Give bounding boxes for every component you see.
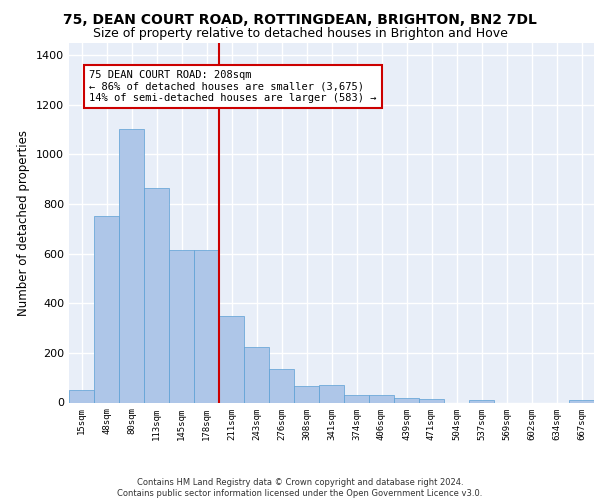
Bar	[94, 216, 119, 402]
Bar	[219, 316, 244, 402]
Bar	[269, 369, 294, 402]
Bar	[419, 399, 444, 402]
Text: Contains HM Land Registry data © Crown copyright and database right 2024.
Contai: Contains HM Land Registry data © Crown c…	[118, 478, 482, 498]
Bar	[69, 390, 94, 402]
Y-axis label: Number of detached properties: Number of detached properties	[17, 130, 31, 316]
Bar	[369, 395, 394, 402]
Bar	[294, 386, 319, 402]
Text: 75, DEAN COURT ROAD, ROTTINGDEAN, BRIGHTON, BN2 7DL: 75, DEAN COURT ROAD, ROTTINGDEAN, BRIGHT…	[63, 12, 537, 26]
Bar	[194, 250, 219, 402]
Bar	[119, 130, 144, 402]
Bar	[319, 385, 344, 402]
Bar	[469, 400, 494, 402]
Bar	[144, 188, 169, 402]
Text: 75 DEAN COURT ROAD: 208sqm
← 86% of detached houses are smaller (3,675)
14% of s: 75 DEAN COURT ROAD: 208sqm ← 86% of deta…	[89, 70, 377, 103]
Bar	[244, 346, 269, 403]
Bar	[344, 395, 369, 402]
Bar	[169, 250, 194, 402]
Text: Size of property relative to detached houses in Brighton and Hove: Size of property relative to detached ho…	[92, 28, 508, 40]
Bar	[569, 400, 594, 402]
Bar	[394, 398, 419, 402]
